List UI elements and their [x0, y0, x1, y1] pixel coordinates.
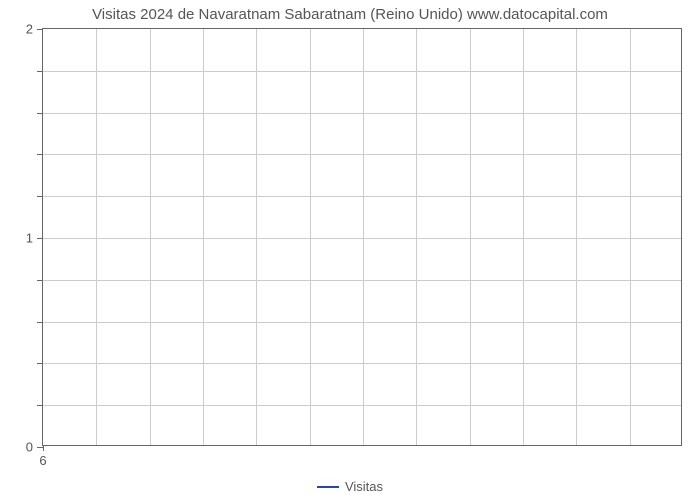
gridline-v	[256, 29, 257, 445]
gridline-h	[43, 238, 681, 239]
y-tick	[37, 196, 43, 197]
chart-container: Visitas 2024 de Navaratnam Sabaratnam (R…	[0, 0, 700, 500]
gridline-v	[203, 29, 204, 445]
y-tick	[37, 322, 43, 323]
plot-area: 0126	[42, 28, 682, 446]
gridline-v	[470, 29, 471, 445]
y-tick	[37, 405, 43, 406]
gridline-v	[416, 29, 417, 445]
legend: Visitas	[0, 478, 700, 494]
gridline-h	[43, 71, 681, 72]
gridline-h	[43, 280, 681, 281]
legend-label-visitas: Visitas	[345, 479, 383, 494]
gridline-v	[523, 29, 524, 445]
gridline-h	[43, 363, 681, 364]
y-tick	[37, 280, 43, 281]
y-tick	[37, 363, 43, 364]
x-tick	[43, 445, 44, 451]
y-tick-label: 1	[26, 231, 33, 246]
gridline-h	[43, 154, 681, 155]
y-tick	[37, 71, 43, 72]
gridline-v	[363, 29, 364, 445]
legend-swatch-visitas	[317, 486, 339, 488]
gridline-v	[630, 29, 631, 445]
y-tick	[37, 238, 43, 239]
y-tick	[37, 154, 43, 155]
chart-title: Visitas 2024 de Navaratnam Sabaratnam (R…	[0, 6, 700, 23]
y-tick	[37, 113, 43, 114]
y-tick-label: 0	[26, 440, 33, 455]
gridline-v	[96, 29, 97, 445]
gridline-h	[43, 113, 681, 114]
gridline-v	[576, 29, 577, 445]
gridline-v	[310, 29, 311, 445]
y-tick	[37, 29, 43, 30]
gridline-h	[43, 405, 681, 406]
gridline-v	[150, 29, 151, 445]
y-tick-label: 2	[26, 22, 33, 37]
x-tick-label: 6	[39, 453, 46, 468]
gridline-h	[43, 322, 681, 323]
gridline-h	[43, 196, 681, 197]
